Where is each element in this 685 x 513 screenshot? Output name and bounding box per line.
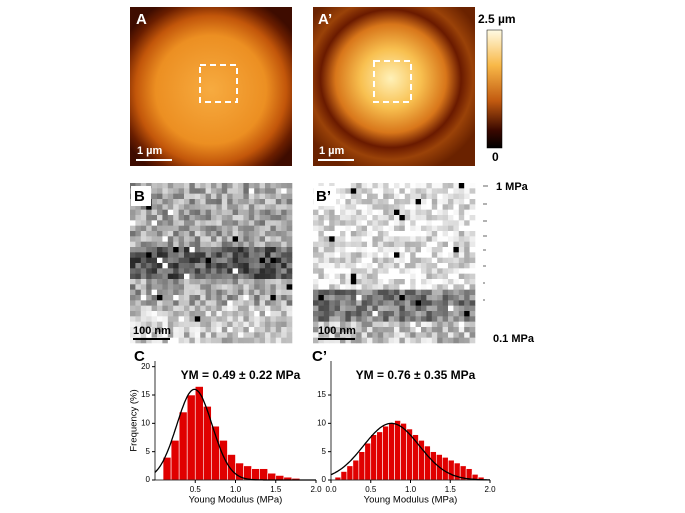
panel-label: C’ (312, 348, 327, 365)
modulus-image (313, 183, 476, 344)
colorbar-max: 2.5 µm (478, 12, 516, 26)
scale-label: 1 µm (137, 145, 163, 157)
y-tick-label: 0 (146, 475, 151, 484)
bar (275, 475, 285, 481)
modulus-max: 1 MPa (496, 181, 529, 193)
bar (441, 457, 449, 481)
y-axis-label: Frequency (%) (129, 389, 140, 451)
x-tick-label: 0.5 (365, 485, 377, 494)
bar (400, 423, 407, 481)
colorbar-min: 0 (492, 150, 499, 164)
y-tick-label: 20 (141, 362, 150, 371)
y-tick-label: 10 (317, 418, 326, 427)
bar (388, 423, 395, 481)
bar (251, 468, 260, 481)
scale-label: 1 µm (319, 145, 345, 157)
bar (227, 454, 236, 481)
bar (219, 440, 228, 481)
modulus-scale (483, 185, 488, 301)
panel-label: C (134, 348, 145, 365)
panel-label: A (136, 11, 147, 28)
label-box (131, 186, 151, 206)
bar (334, 476, 342, 481)
roi-box (199, 64, 238, 103)
bar (267, 472, 277, 481)
y-tick-label: 0 (322, 475, 327, 484)
x-axis-label: Young Modulus (MPa) (189, 495, 283, 506)
bar (364, 442, 372, 481)
bar (194, 386, 204, 481)
y-tick-label: 10 (141, 418, 150, 427)
x-tick-label: 1.0 (405, 485, 417, 494)
colorbar (486, 29, 503, 149)
height-image (313, 7, 475, 166)
panel-label: B (134, 188, 145, 205)
bar (358, 451, 366, 481)
x-tick-label: 0.0 (325, 485, 337, 494)
bar (424, 445, 431, 481)
bar (170, 440, 180, 481)
x-tick-label: 2.0 (484, 485, 496, 494)
bar (376, 431, 383, 481)
bar (346, 465, 354, 481)
bar (162, 457, 172, 481)
y-tick-label: 15 (317, 390, 326, 399)
y-tick-label: 15 (141, 390, 150, 399)
bar (259, 468, 268, 481)
modulus-min: 0.1 MPa (493, 333, 535, 345)
x-tick-label: 1.5 (445, 485, 457, 494)
panel-label: B’ (316, 188, 331, 205)
height-image (130, 7, 292, 166)
bar (447, 459, 455, 481)
bar (394, 420, 401, 481)
y-tick-label: 5 (322, 447, 327, 456)
bar (186, 394, 196, 481)
scale-label: 100 nm (133, 325, 171, 337)
roi-box (373, 60, 412, 103)
annotation: YM = 0.49 ± 0.22 MPa (181, 368, 301, 382)
bar (352, 459, 360, 481)
panel-label: A’ (318, 11, 332, 28)
fit-curve (330, 422, 490, 481)
bar (370, 434, 378, 481)
bar (178, 411, 188, 481)
x-axis-label: Young Modulus (MPa) (364, 495, 458, 506)
bar (430, 451, 437, 481)
bar (340, 471, 348, 481)
label-box (314, 186, 336, 206)
modulus-image (130, 183, 293, 344)
bar (382, 425, 389, 481)
scale-label: 100 nm (318, 325, 356, 337)
x-tick-label: 1.5 (270, 485, 282, 494)
annotation: YM = 0.76 ± 0.35 MPa (356, 368, 476, 382)
x-tick-label: 2.0 (310, 485, 322, 494)
x-tick-label: 0.5 (190, 485, 202, 494)
y-tick-label: 5 (146, 447, 151, 456)
x-tick-label: 1.0 (230, 485, 242, 494)
